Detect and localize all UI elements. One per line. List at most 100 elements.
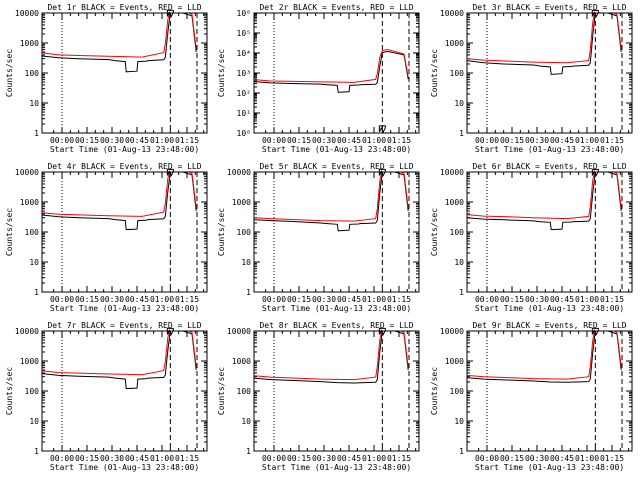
panel-title: Det 4r BLACK = Events, RED = LLD [47,162,201,171]
plot-frame [466,330,633,452]
y-axis-ticks [42,171,207,293]
plot-frame [466,171,633,293]
x-tick-label: 01:15 [387,136,411,145]
y-axis-ticks [42,330,207,452]
data-series [467,331,622,383]
events-line [42,13,197,73]
x-axis-ticks [265,331,417,451]
y-tick-label: 100 [450,228,465,237]
y-tick-label: 10 [454,417,464,426]
x-tick-label: 00:15 [500,295,524,304]
panel-title: Det 5r BLACK = Events, RED = LLD [259,162,413,171]
x-tick-label: 00:30 [100,454,124,463]
flare-marker [166,168,174,177]
y-tick-label: 10000 [15,327,39,336]
y-axis-ticks [254,12,419,134]
events-line [254,50,409,93]
x-tick-label: 01:00 [362,454,386,463]
y-axis-label: Counts/sec [5,49,14,97]
y-tick-label: 10000 [440,327,464,336]
x-tick-label: 00:30 [100,136,124,145]
lld-line [254,172,409,222]
x-tick-label: 01:00 [575,136,599,145]
x-tick-label: 00:00 [262,295,286,304]
x-tick-label: 01:00 [150,295,174,304]
x-tick-label: 00:00 [475,295,499,304]
panel-title: Det 8r BLACK = Events, RED = LLD [259,321,413,330]
events-line [42,172,197,231]
x-axis-ticks [53,172,205,292]
y-tick-label: 10 [241,258,251,267]
x-tick-label: 00:45 [125,295,149,304]
y-tick-label: 10⁶ [237,9,251,18]
x-axis-ticks [478,331,630,451]
x-axis-label: Start Time (01-Aug-13 23:48:00) [262,145,411,154]
y-tick-label: 1000 [445,198,464,207]
y-tick-label: 10⁵ [237,29,251,38]
y-axis-ticks [254,330,419,452]
x-tick-label: 00:30 [525,454,549,463]
panel-title: Det 3r BLACK = Events, RED = LLD [472,3,626,12]
x-axis-label: Start Time (01-Aug-13 23:48:00) [262,463,411,472]
x-tick-label: 00:45 [125,136,149,145]
y-tick-label: 10⁰ [237,129,251,138]
y-tick-label: 100 [450,69,465,78]
x-tick-label: 00:15 [287,295,311,304]
flare-marker [591,327,599,336]
y-tick-label: 1000 [20,198,39,207]
y-axis-label: Counts/sec [430,367,439,415]
data-series [467,13,622,75]
data-series [254,48,409,93]
x-tick-label: 00:15 [75,454,99,463]
x-tick-label: 00:00 [50,136,74,145]
events-line [42,331,197,390]
events-line [467,331,622,383]
flare-marker [591,168,599,177]
x-tick-label: 01:00 [150,136,174,145]
x-tick-label: 01:00 [150,454,174,463]
x-tick-label: 00:45 [550,136,574,145]
data-series [254,172,409,232]
x-tick-label: 01:00 [362,295,386,304]
y-axis-ticks [254,171,419,293]
y-tick-label: 10 [454,258,464,267]
lld-line [254,48,409,83]
y-tick-label: 10 [454,99,464,108]
y-tick-label: 1000 [445,357,464,366]
events-line [254,331,409,384]
x-tick-label: 01:00 [362,136,386,145]
x-tick-label: 00:00 [262,454,286,463]
flare-marker [378,327,386,336]
x-tick-label: 01:15 [387,295,411,304]
y-tick-label: 1 [34,447,39,456]
detector-panel-9: Det 9r BLACK = Events, RED = LLD 1 10 100 10… [430,321,633,472]
y-axis-label: Counts/sec [217,49,226,97]
x-tick-label: 00:00 [262,136,286,145]
y-tick-label: 100 [25,228,40,237]
x-tick-label: 01:15 [175,136,199,145]
plot-frame [253,12,420,134]
panel-title: Det 2r BLACK = Events, RED = LLD [259,3,413,12]
y-tick-label: 10000 [440,9,464,18]
x-tick-label: 00:00 [475,136,499,145]
y-axis-ticks [42,12,207,134]
events-line [467,172,622,231]
x-tick-label: 00:45 [337,454,361,463]
y-axis-label: Counts/sec [430,49,439,97]
data-series [254,331,409,384]
x-axis-ticks [478,13,630,133]
y-tick-label: 1 [459,288,464,297]
y-tick-label: 100 [450,387,465,396]
y-tick-label: 10000 [227,168,251,177]
data-series [42,13,197,73]
y-axis-label: Counts/sec [5,367,14,415]
plot-frame [253,330,420,452]
detector-panel-6: Det 6r BLACK = Events, RED = LLD 1 10 100 10… [430,162,633,313]
plot-frame [41,171,208,293]
x-tick-label: 01:15 [175,295,199,304]
x-tick-label: 01:15 [600,295,624,304]
x-tick-label: 00:30 [525,295,549,304]
y-tick-label: 1000 [445,39,464,48]
x-axis-label: Start Time (01-Aug-13 23:48:00) [50,304,199,313]
